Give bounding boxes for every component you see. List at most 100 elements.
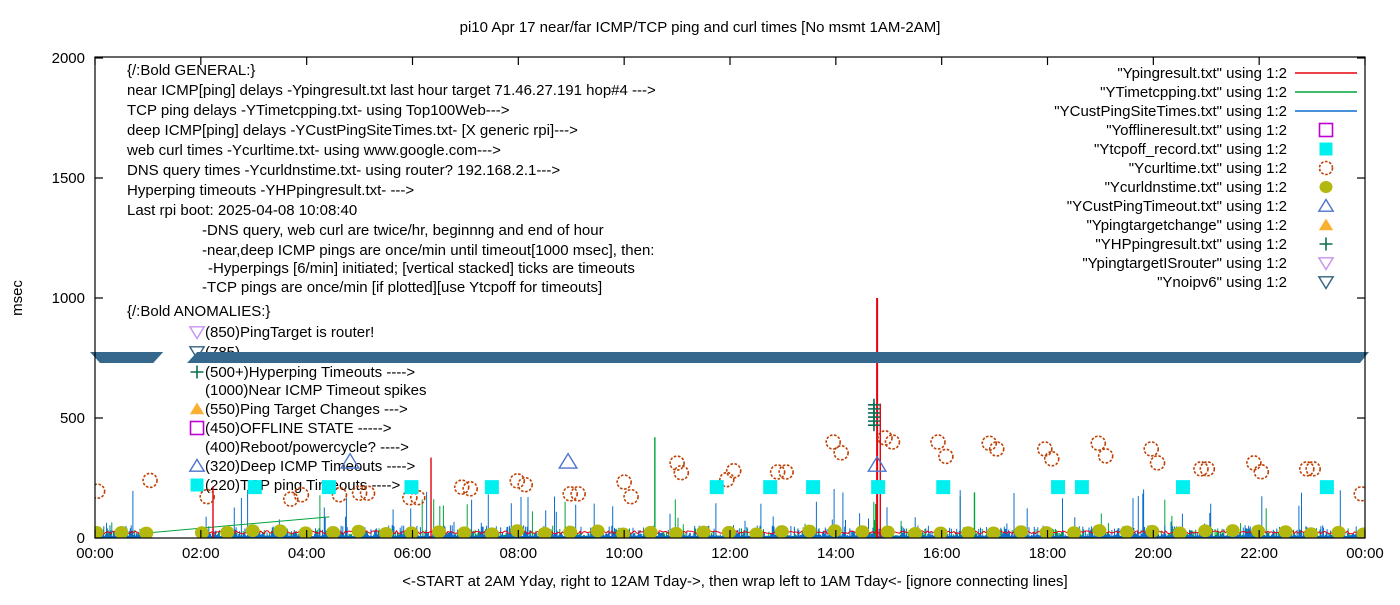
general-note-line: -DNS query, web curl are twice/hr, begin… [202,222,604,239]
y-tick-label: 1000 [52,290,85,307]
dns-query-point [1092,524,1107,538]
anomaly-note-line: (220)TCP ping Timeouts ----> [205,477,400,494]
legend-label: "Ycurldnstime.txt" using 1:2 [1105,179,1287,196]
dns-query-point [1278,525,1293,538]
curl-time-point [331,486,348,503]
dns-query-point [1331,525,1346,538]
dns-query-point [484,527,499,538]
curl-time-point [778,464,794,480]
curl-time-point [930,434,946,450]
legend-entry: "YCustPingSiteTimes.txt" using 1:2 [1054,103,1357,120]
dns-query-point [404,526,419,538]
tcp-timeout-point [484,480,499,495]
curl-time-point [769,464,786,480]
y-tick-label: 2000 [52,50,85,67]
tri-up-fill-icon [189,402,205,415]
legend-label: "YTimetcpping.txt" using 1:2 [1100,84,1287,101]
legend-tri-down-open-icon [1317,257,1335,271]
general-note-line: -Hyperpings [6/min] initiated; [vertical… [208,260,635,277]
dns-query-point [431,525,446,538]
general-notes-header: {/:Bold GENERAL:} [127,62,255,79]
x-tick-label: 10:00 [605,545,643,562]
legend-label: "Ypingtargetchange" using 1:2 [1086,217,1287,234]
hyperping-timeout-tick [867,398,880,411]
anomaly-note-line: (550)Ping Target Changes ---> [205,401,408,418]
x-tick-label: 22:00 [1240,545,1278,562]
dns-query-point [298,526,313,538]
legend-entry: "Yofflineresult.txt" using 1:2 [1106,122,1334,139]
y-axis-label: msec [9,280,26,316]
anomaly-note-line: (400)Reboot/powercycle? ----> [205,439,409,456]
general-note-line: DNS query times -Ycurldnstime.txt- using… [127,162,560,179]
curl-time-point [562,486,578,502]
x-tick-label: 14:00 [817,545,855,562]
dns-query-point [245,524,260,538]
dns-query-point [537,526,552,538]
curl-time-point [199,488,215,505]
tcp-timeout-point [871,480,886,495]
dns-query-point [616,527,631,538]
deep-icmp-timeout-point [558,452,579,469]
dns-query-point [139,526,154,538]
x-tick-label: 18:00 [1029,545,1067,562]
tcp-timeout-point [1175,480,1190,495]
general-note-line: deep ICMP[ping] delays -YCustPingSiteTim… [127,122,578,139]
tcp-timeout-point [1319,480,1334,495]
curl-time-point [1037,441,1053,457]
curl-time-point [293,486,310,503]
curl-time-point [282,491,299,507]
curl-time-point [1199,461,1216,477]
dns-query-point [696,525,711,538]
x-tick-label: 08:00 [500,545,538,562]
dns-query-point [1251,524,1266,538]
tcp-timeout-point [1051,480,1066,495]
tri-up-open-icon [188,458,206,472]
x-tick-label: 00:00 [76,545,114,562]
dns-query-point [590,524,605,538]
legend-label: "Ynoipv6" using 1:2 [1157,274,1287,291]
y-tick-label: 500 [60,410,85,427]
legend-entry: "Ycurltime.txt" using 1:2 [1129,160,1334,177]
chart-title: pi10 Apr 17 near/far ICMP/TCP ping and c… [460,19,941,36]
legend-entry: "YTimetcpping.txt" using 1:2 [1100,84,1357,101]
legend-square-open-icon [1318,122,1334,138]
anomalies-notes-header: {/:Bold ANOMALIES:} [127,303,270,320]
tcp-timeout-point [763,480,778,495]
anomaly-note-line: (850)PingTarget is router! [205,324,374,341]
general-note-line: Last rpi boot: 2025-04-08 10:08:40 [127,202,357,219]
general-note-line: TCP ping delays -YTimetcpping.txt- using… [127,102,510,119]
curl-time-point [402,489,418,506]
x-tick-label: 04:00 [288,545,326,562]
tcp-timeout-point [806,480,821,495]
curl-time-point [1246,455,1262,471]
curl-time-point [669,455,685,471]
tcp-timeout-point [247,480,262,495]
tcp-timeout-point [404,480,419,495]
legend-entry: "Ytcpoff_record.txt" using 1:2 [1094,141,1333,158]
tcp-timeout-point [1074,480,1089,495]
dns-query-point [1119,525,1134,538]
general-note-line: web curl times -Ycurltime.txt- using www… [126,142,501,159]
y-tick-label: 0 [77,530,85,547]
general-note-line: -TCP pings are once/min [if plotted][use… [202,279,602,296]
curl-time-point [1097,448,1114,464]
curl-time-point [623,488,639,505]
curl-time-point [877,430,893,446]
curl-time-point [409,489,426,506]
plus-icon [190,365,204,379]
curl-time-point [719,471,735,488]
y-tick-label: 1500 [52,170,85,187]
curl-time-point [359,485,376,501]
legend-label: "Ypingresult.txt" using 1:2 [1117,65,1287,82]
dns-query-point [802,524,817,538]
legend-entry: "YCustPingTimeout.txt" using 1:2 [1067,198,1335,215]
tcp-ping-connector-line [149,516,330,534]
dns-query-point [880,525,895,538]
dns-query-point [114,526,129,538]
curl-time-point [462,480,478,497]
x-tick-label: 20:00 [1135,545,1173,562]
curl-time-point [673,464,690,481]
band-main-segment [187,352,1370,363]
